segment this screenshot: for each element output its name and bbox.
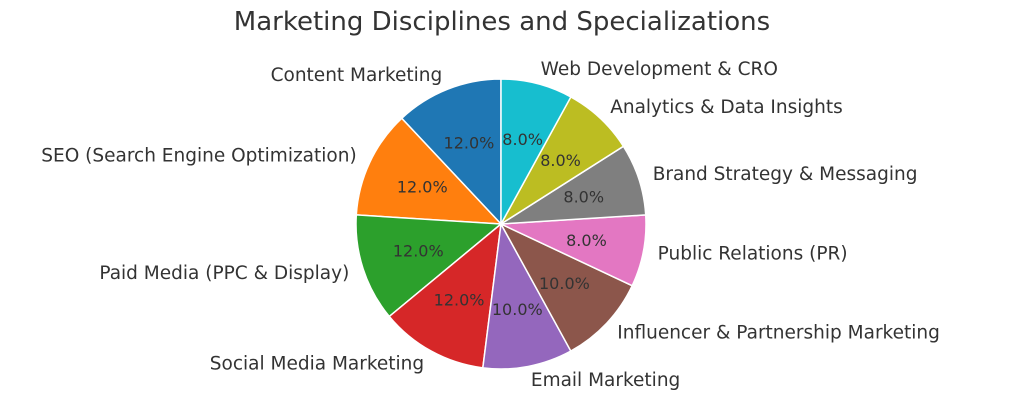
percent-label-brand-strategy-messaging: 8.0% bbox=[563, 188, 604, 207]
percent-label-web-development-cro: 8.0% bbox=[502, 130, 543, 149]
category-label-influencer-partnership-marketing: Influencer & Partnership Marketing bbox=[617, 323, 940, 344]
slice-influencer-partnership-marketing bbox=[499, 222, 634, 353]
pie-slices bbox=[355, 78, 647, 370]
percent-label-influencer-partnership-marketing: 10.0% bbox=[539, 274, 590, 293]
category-labels: Content Marketing SEO (Search Engine Opti… bbox=[41, 59, 940, 391]
slice-email-marketing bbox=[481, 221, 572, 370]
percent-labels: 12.0% 12.0% 12.0% 12.0% 10.0% 10.0% 8.0% 8.0% 8.… bbox=[393, 130, 607, 319]
category-label-web-development-cro: Web Development & CRO bbox=[541, 59, 778, 80]
percent-label-email-marketing: 10.0% bbox=[492, 300, 543, 319]
chart-title: Marketing Disciplines and Specialization… bbox=[234, 7, 770, 37]
percent-label-public-relations-pr: 8.0% bbox=[566, 231, 607, 250]
percent-label-social-media-marketing: 12.0% bbox=[434, 291, 485, 310]
category-label-social-media-marketing: Social Media Marketing bbox=[210, 353, 424, 374]
slice-seo-search-engine-optimization bbox=[355, 117, 503, 225]
slice-paid-media-ppc-display bbox=[355, 214, 503, 318]
percent-label-paid-media-ppc-display: 12.0% bbox=[393, 241, 444, 260]
percent-label-analytics-data-insights: 8.0% bbox=[540, 151, 581, 170]
slice-web-development-cro bbox=[500, 78, 572, 225]
category-label-public-relations-pr: Public Relations (PR) bbox=[658, 243, 848, 264]
slice-content-marketing bbox=[400, 78, 502, 226]
category-label-email-marketing: Email Marketing bbox=[531, 370, 680, 391]
slice-social-media-marketing bbox=[388, 222, 502, 369]
category-label-content-marketing: Content Marketing bbox=[271, 65, 443, 86]
category-label-brand-strategy-messaging: Brand Strategy & Messaging bbox=[653, 164, 918, 185]
category-label-seo-search-engine-optimization: SEO (Search Engine Optimization) bbox=[41, 146, 356, 167]
category-label-paid-media-ppc-display: Paid Media (PPC & Display) bbox=[99, 263, 349, 284]
category-label-analytics-data-insights: Analytics & Data Insights bbox=[610, 97, 843, 118]
percent-label-seo-search-engine-optimization: 12.0% bbox=[397, 177, 448, 196]
percent-label-content-marketing: 12.0% bbox=[444, 134, 495, 153]
